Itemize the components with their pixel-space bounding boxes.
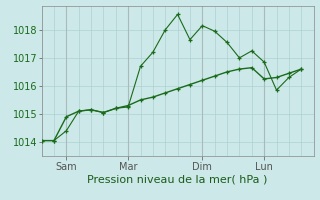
- X-axis label: Pression niveau de la mer( hPa ): Pression niveau de la mer( hPa ): [87, 174, 268, 184]
